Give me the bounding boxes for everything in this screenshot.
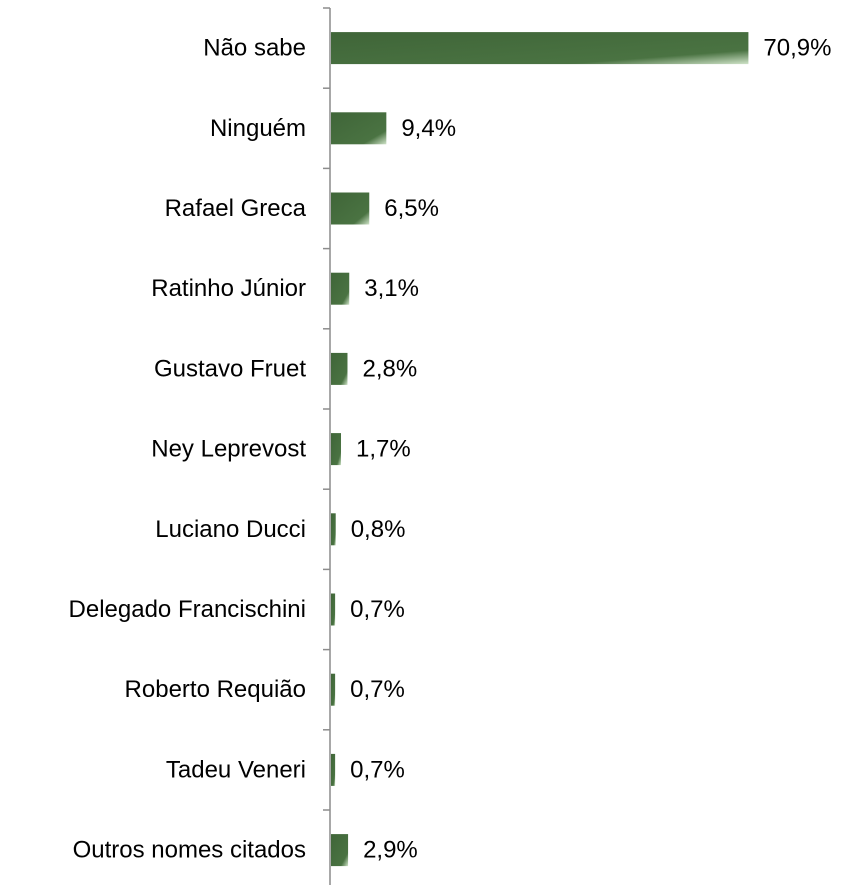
category-tick-label: Ninguém bbox=[210, 115, 306, 142]
bar bbox=[331, 112, 387, 145]
category-tick-label: Ratinho Júnior bbox=[151, 275, 306, 302]
category-tick-label: Gustavo Fruet bbox=[154, 355, 306, 382]
bar bbox=[331, 513, 336, 546]
bar bbox=[331, 433, 342, 466]
category-tick-label: Luciano Ducci bbox=[155, 516, 306, 543]
labels-group: Não sabe 70,9% Ninguém 9,4% Rafael Greca 6,5%… bbox=[69, 35, 832, 864]
bar bbox=[331, 192, 370, 225]
bars-group bbox=[331, 32, 749, 867]
data-label: 2,9% bbox=[363, 837, 418, 864]
data-label: 70,9% bbox=[763, 35, 831, 62]
category-tick-label: Não sabe bbox=[203, 35, 306, 62]
category-tick-label: Ney Leprevost bbox=[151, 436, 306, 463]
bar bbox=[331, 352, 348, 385]
data-label: 0,7% bbox=[350, 596, 405, 623]
data-label: 0,7% bbox=[350, 756, 405, 783]
category-tick-label: Outros nomes citados bbox=[73, 837, 306, 864]
bar bbox=[331, 593, 336, 626]
data-label: 2,8% bbox=[362, 355, 417, 382]
category-tick-label: Tadeu Veneri bbox=[166, 756, 306, 783]
bar bbox=[331, 32, 749, 65]
bar bbox=[331, 673, 336, 706]
data-label: 1,7% bbox=[356, 436, 411, 463]
bar bbox=[331, 834, 349, 867]
data-label: 3,1% bbox=[364, 275, 419, 302]
category-tick-label: Delegado Francischini bbox=[69, 596, 306, 623]
data-label: 0,8% bbox=[351, 516, 406, 543]
data-label: 6,5% bbox=[384, 195, 439, 222]
data-label: 9,4% bbox=[401, 115, 456, 142]
category-tick-label: Roberto Requião bbox=[125, 676, 306, 703]
bar bbox=[331, 753, 336, 786]
bar bbox=[331, 272, 350, 305]
category-axis bbox=[323, 7, 331, 885]
data-label: 0,7% bbox=[350, 676, 405, 703]
category-tick-label: Rafael Greca bbox=[165, 195, 307, 222]
